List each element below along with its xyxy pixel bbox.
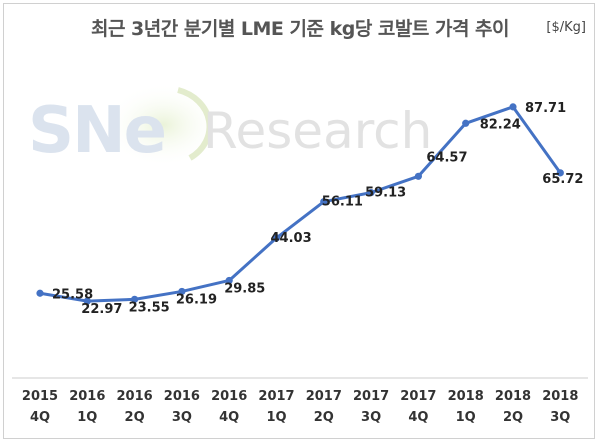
x-tick-label-quarter: 3Q [172,410,192,425]
chart-title: 최근 3년간 분기별 LME 기준 kg당 코발트 가격 추이 [90,18,510,40]
data-point [131,295,139,303]
x-tick-label-year: 2015 [22,389,58,404]
x-tick-label-quarter: 4Q [408,410,428,425]
data-label: 59.13 [365,186,406,201]
x-tick-label-year: 2018 [495,389,531,404]
x-tick-label-quarter: 2Q [314,410,334,425]
data-label: 64.57 [426,150,467,165]
data-point [272,234,281,242]
x-tick-label-quarter: 1Q [456,410,476,425]
data-point [36,289,44,297]
data-point [556,169,564,177]
data-point [414,172,422,180]
data-label: 26.19 [176,292,217,307]
svg-text:SNe: SNe [28,94,165,168]
data-point [225,276,233,285]
x-tick-label-year: 2017 [400,389,436,404]
x-tick-label-quarter: 3Q [361,410,381,425]
unit-label: [$/Kg] [546,20,586,35]
data-point [367,189,375,197]
x-tick-label-quarter: 2Q [125,410,145,425]
data-label: 23.55 [129,300,170,315]
data-label: 82.24 [480,117,521,132]
x-tick-label-year: 2016 [117,389,153,404]
x-tick-label-year: 2018 [448,389,484,404]
x-tick-label-year: 2017 [306,389,342,404]
sne-research-watermark-logo: SNe Research [28,83,432,168]
data-label: 87.71 [525,101,566,116]
series-line [39,105,562,303]
data-point [178,287,186,296]
svg-text:Research: Research [203,102,432,160]
x-tick-label-quarter: 1Q [266,410,286,425]
data-label: 25.58 [52,287,93,302]
data-label: 22.97 [81,302,122,317]
x-tick-label-year: 2016 [211,389,247,404]
x-tick-label-quarter: 4Q [219,410,239,425]
x-tick-label-year: 2018 [542,389,578,404]
data-point [509,103,517,111]
data-label: 29.85 [224,281,265,296]
data-label: 65.72 [542,172,583,187]
data-point [83,297,91,305]
data-label: 44.03 [271,231,312,246]
x-tick-label-year: 2017 [353,389,389,404]
data-label: 56.11 [322,195,363,210]
x-tick-label-quarter: 3Q [550,410,570,425]
x-tick-label-year: 2016 [69,389,105,404]
data-point [462,119,470,127]
data-point [320,198,328,206]
x-tick-label-year: 2016 [164,389,200,404]
x-tick-label-quarter: 4Q [30,410,50,425]
x-tick-label-year: 2017 [258,389,294,404]
x-tick-label-quarter: 2Q [503,410,523,425]
x-tick-label-quarter: 1Q [77,410,97,425]
